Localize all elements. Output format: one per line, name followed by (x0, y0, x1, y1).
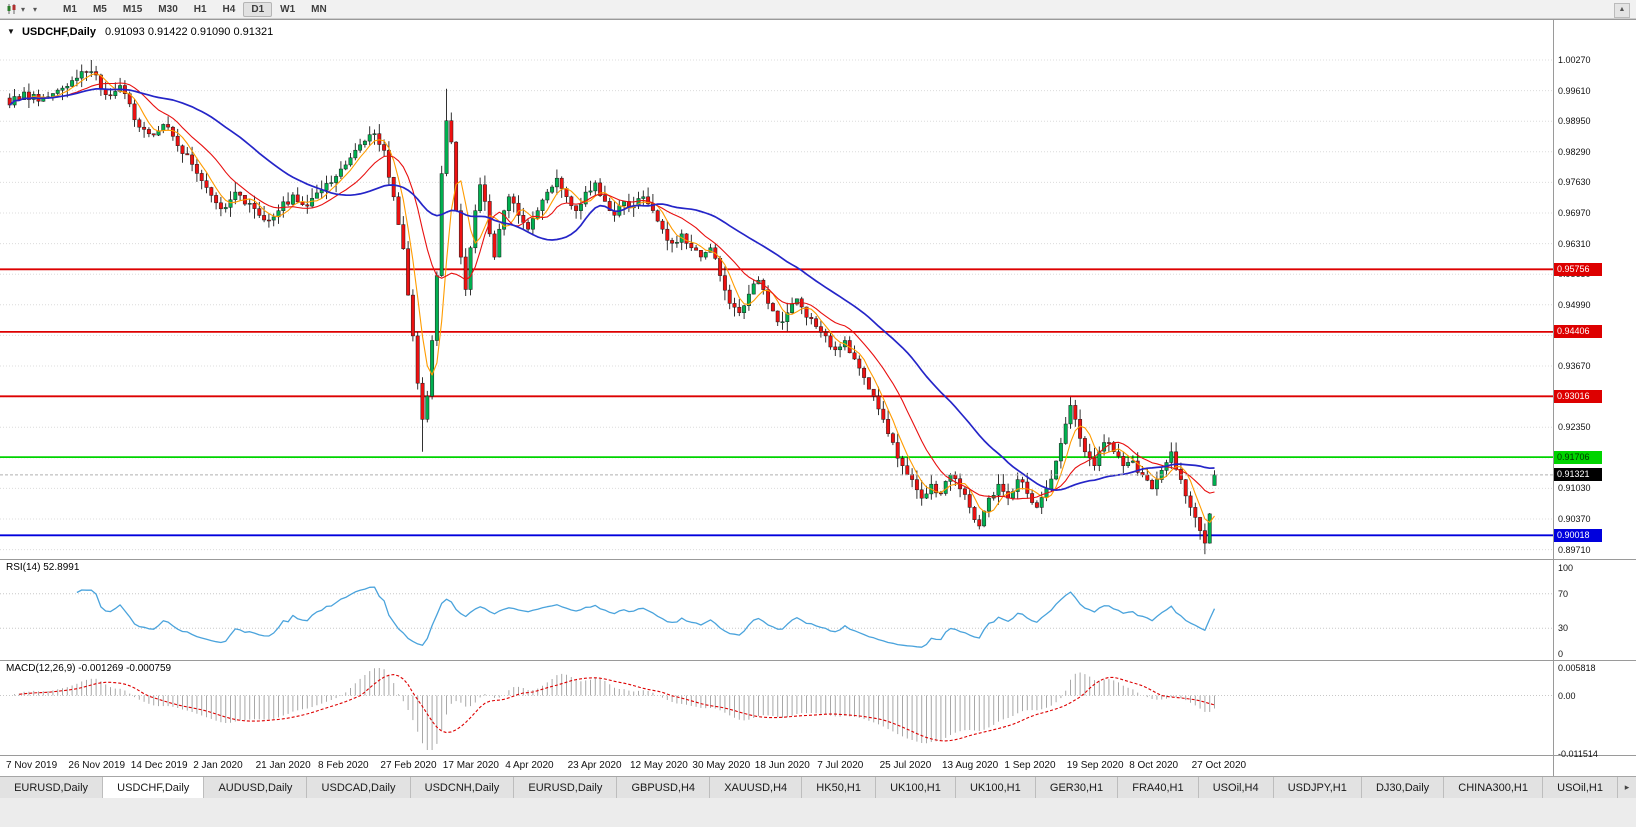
level-price-badge: 0.91706 (1554, 450, 1602, 464)
y-axis-label: 0.93670 (1558, 361, 1591, 371)
chart-tab-usdjpy-h1[interactable]: USDJPY,H1 (1273, 777, 1362, 798)
chart-symbol-label: USDCHF,Daily (21, 26, 96, 38)
rsi-axis-label: 70 (1558, 588, 1569, 599)
chart-tab-uk100-h1[interactable]: UK100,H1 (876, 777, 956, 798)
y-axis-label: 0.98950 (1558, 116, 1591, 127)
toolbar-scroll-button[interactable]: ▲ (1614, 3, 1630, 18)
x-axis-label: 23 Apr 2020 (567, 760, 622, 771)
x-axis-label: 26 Nov 2019 (68, 760, 126, 771)
y-axis-label: 0.92350 (1558, 422, 1591, 433)
y-axis-label: 0.91030 (1558, 483, 1591, 494)
timeframe-button-m5[interactable]: M5 (92, 3, 107, 15)
chart-tab-ger30-h1[interactable]: GER30,H1 (1035, 777, 1119, 798)
x-axis-label: 19 Sep 2020 (1066, 760, 1124, 771)
chart-title: ▼ USDCHF,Daily 0.91093 0.91422 0.91090 0… (7, 26, 273, 38)
y-axis-label: 0.99610 (1558, 85, 1591, 96)
tab-scroll-right-button[interactable]: ▸ (1618, 777, 1636, 798)
x-axis-label: 1 Sep 2020 (1004, 760, 1056, 771)
chart-ohlc-values: 0.91093 0.91422 0.91090 0.91321 (105, 26, 274, 38)
zoom-caret-icon[interactable]: ▾ (33, 4, 38, 14)
y-axis-label: 0.89710 (1558, 544, 1591, 555)
level-price-badge: 0.95756 (1554, 262, 1602, 276)
timeframe-button-mn[interactable]: MN (311, 3, 327, 15)
chart-tab-hk50-h1[interactable]: HK50,H1 (802, 777, 877, 798)
chart-tab-audusd-daily[interactable]: AUDUSD,Daily (204, 777, 308, 798)
chart-tab-usdcad-daily[interactable]: USDCAD,Daily (307, 777, 411, 798)
chart-tab-eurusd-daily[interactable]: EURUSD,Daily (514, 777, 618, 798)
x-axis-label: 18 Jun 2020 (754, 760, 810, 771)
macd-axis-label: -0.011514 (1558, 749, 1598, 759)
x-axis-label: 4 Apr 2020 (505, 760, 554, 771)
x-axis-label: 14 Dec 2019 (130, 760, 188, 771)
timeframe-button-m15[interactable]: M15 (122, 3, 143, 15)
rsi-line (76, 586, 1216, 648)
y-axis-label: 0.98290 (1558, 146, 1591, 157)
pane-separators (0, 20, 1636, 777)
x-axis-label: 8 Feb 2020 (318, 760, 369, 771)
macd-axis-label: 0.005818 (1558, 663, 1596, 673)
current-price-badge: 0.91321 (1554, 468, 1602, 482)
y-axis-label: 0.90370 (1558, 514, 1591, 524)
chart-tab-fra40-h1[interactable]: FRA40,H1 (1118, 777, 1199, 798)
chart-tabs-bar: EURUSD,Daily USDCHF,Daily AUDUSD,Daily USDC… (0, 776, 1636, 798)
chart-tab-gbpusd-h4[interactable]: GBPUSD,H4 (617, 777, 711, 798)
x-axis-label: 7 Jul 2020 (817, 760, 864, 771)
chart-tab-usoil-h4[interactable]: USOil,H4 (1198, 777, 1274, 798)
y-axis-label: 0.96970 (1558, 208, 1591, 218)
macd-signal-line (19, 674, 1215, 742)
price-axis[interactable]: 1.00270 0.99610 0.98950 0.98290 0.97630 0.969… (1554, 20, 1636, 777)
moving-average-lines (9, 73, 1215, 524)
x-axis-label: 2 Jan 2020 (193, 760, 243, 771)
y-axis-label: 0.96310 (1558, 238, 1591, 249)
chart-tab-xauusd-h4[interactable]: XAUUSD,H4 (710, 777, 803, 798)
support-resistance-lines[interactable] (0, 268, 1553, 537)
timeframe-button-m1[interactable]: M1 (63, 3, 77, 15)
macd-axis-label: 0.00 (1558, 690, 1576, 701)
chart-tab-usdcnh-daily[interactable]: USDCNH,Daily (410, 777, 515, 798)
x-axis-label: 8 Oct 2020 (1129, 760, 1179, 771)
x-axis-label: 25 Jul 2020 (879, 760, 932, 771)
chart-dropdown-icon[interactable]: ▼ (7, 27, 15, 36)
timeframe-button-d1[interactable]: D1 (243, 1, 273, 17)
timeframe-toolbar: M1 M5 M15 M30 H1 H4 D1 W1 MN (55, 1, 335, 17)
y-axis-label: 0.94990 (1558, 299, 1591, 310)
x-axis-label: 21 Jan 2020 (255, 760, 311, 771)
level-price-badge: 0.90018 (1554, 528, 1602, 542)
timeframe-button-h1[interactable]: H1 (193, 3, 207, 15)
chart-canvas-holder[interactable] (0, 20, 1636, 777)
x-axis-label: 17 Mar 2020 (442, 760, 499, 771)
rsi-axis-label: 30 (1558, 623, 1569, 634)
y-axis-label: 1.00270 (1558, 55, 1591, 65)
x-axis-label: 30 May 2020 (692, 760, 751, 771)
chart-tab-usdchf-daily[interactable]: USDCHF,Daily (103, 777, 205, 798)
chart-tab-china300-h1[interactable]: CHINA300,H1 (1444, 777, 1544, 798)
x-axis-label: 27 Oct 2020 (1191, 760, 1247, 771)
chart-tab-eurusd-daily[interactable]: EURUSD,Daily (0, 777, 104, 798)
chart-tab-usoil-h1[interactable]: USOil,H1 (1543, 777, 1619, 798)
top-toolbar: ▾ ▾ M1 M5 M15 M30 H1 H4 D1 W1 MN ▲ (0, 0, 1636, 19)
timeframe-button-w1[interactable]: W1 (280, 3, 296, 15)
x-axis-label: 27 Feb 2020 (380, 760, 437, 771)
x-axis-label: 12 May 2020 (630, 760, 688, 771)
chart-tab-dj30-daily[interactable]: DJ30,Daily (1361, 777, 1445, 798)
x-axis-label: 13 Aug 2020 (942, 760, 999, 771)
rsi-axis-label: 100 (1558, 563, 1574, 573)
chart-window-icon[interactable] (4, 3, 20, 16)
candlestick-icon (7, 4, 16, 14)
level-price-badge: 0.94406 (1554, 325, 1602, 339)
y-axis-label: 0.97630 (1558, 177, 1591, 188)
x-axis-label: 7 Nov 2019 (6, 760, 58, 771)
chart-tab-uk100-h1[interactable]: UK100,H1 (955, 777, 1036, 798)
chart-window: ▼ USDCHF,Daily 0.91093 0.91422 0.91090 0… (0, 19, 1636, 777)
level-price-badge: 0.93016 (1554, 389, 1602, 403)
chart-type-caret-icon[interactable]: ▾ (21, 4, 26, 14)
timeframe-button-h4[interactable]: H4 (222, 3, 236, 15)
time-axis[interactable]: 7 Nov 2019 26 Nov 2019 14 Dec 2019 2 Jan 20… (0, 757, 1554, 776)
macd-histogram (14, 668, 1215, 750)
rsi-indicator-label: RSI(14) 52.8991 (6, 562, 80, 573)
macd-indicator-label: MACD(12,26,9) -0.001269 -0.000759 (6, 663, 172, 674)
timeframe-button-m30[interactable]: M30 (158, 3, 178, 15)
rsi-axis-label: 0 (1558, 649, 1564, 659)
chart-canvas[interactable] (0, 20, 1636, 777)
